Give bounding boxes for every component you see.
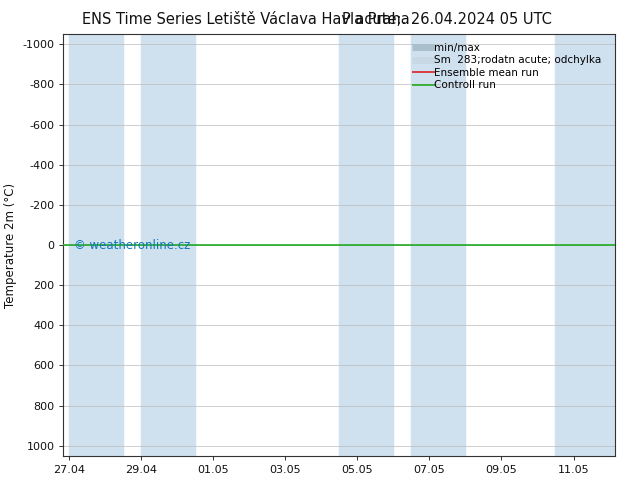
Legend: min/max, Sm  283;rodatn acute; odchylka, Ensemble mean run, Controll run: min/max, Sm 283;rodatn acute; odchylka, … [409,40,610,94]
Text: © weatheronline.cz: © weatheronline.cz [74,239,191,252]
Bar [555,34,615,456]
Bar [411,34,465,456]
Y-axis label: Temperature 2m (°C): Temperature 2m (°C) [4,182,17,308]
Bar [69,34,123,456]
Text: P acute;. 26.04.2024 05 UTC: P acute;. 26.04.2024 05 UTC [342,12,552,27]
Text: ENS Time Series Letiště Václava Havla Praha: ENS Time Series Letiště Václava Havla Pr… [82,12,410,27]
Bar [141,34,195,456]
Bar [339,34,393,456]
